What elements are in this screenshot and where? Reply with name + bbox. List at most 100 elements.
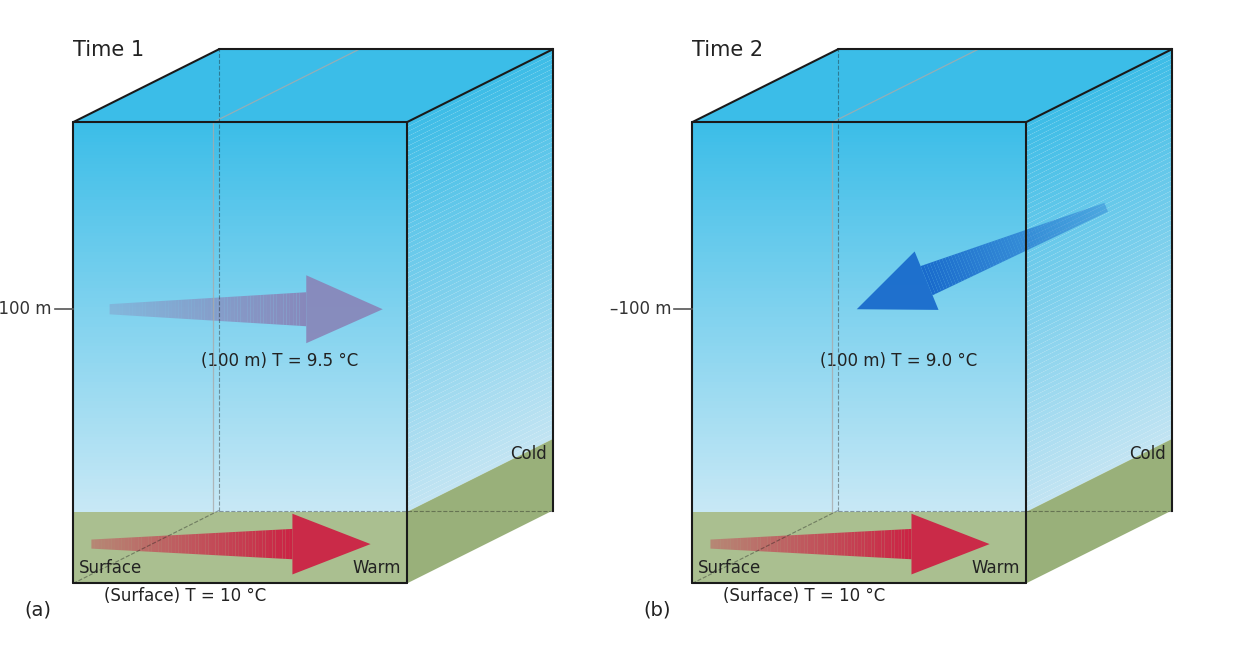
Polygon shape	[692, 350, 1026, 353]
Polygon shape	[407, 259, 553, 336]
Polygon shape	[1026, 49, 1172, 127]
Polygon shape	[874, 531, 878, 558]
Polygon shape	[692, 395, 1026, 398]
Polygon shape	[1033, 226, 1043, 244]
Text: (100 m) T = 9.5 °C: (100 m) T = 9.5 °C	[201, 351, 359, 370]
Polygon shape	[692, 298, 1026, 301]
Polygon shape	[692, 288, 1026, 291]
Polygon shape	[407, 235, 553, 312]
Polygon shape	[407, 317, 553, 395]
Polygon shape	[888, 530, 892, 558]
Polygon shape	[1026, 118, 1172, 195]
Polygon shape	[74, 122, 407, 125]
Polygon shape	[407, 88, 553, 166]
Polygon shape	[407, 181, 553, 259]
Polygon shape	[143, 302, 145, 317]
Polygon shape	[74, 320, 407, 323]
Polygon shape	[407, 410, 553, 487]
Polygon shape	[692, 470, 1026, 473]
Polygon shape	[871, 531, 874, 557]
Polygon shape	[898, 530, 902, 558]
Text: (Surface) T = 10 °C: (Surface) T = 10 °C	[104, 587, 265, 604]
Polygon shape	[1026, 356, 1172, 434]
Polygon shape	[285, 529, 289, 559]
Polygon shape	[692, 473, 1026, 476]
Polygon shape	[74, 443, 407, 447]
Polygon shape	[303, 292, 306, 327]
Polygon shape	[407, 361, 553, 439]
Polygon shape	[957, 252, 971, 279]
Polygon shape	[165, 535, 169, 553]
Polygon shape	[692, 291, 1026, 294]
Polygon shape	[74, 181, 407, 184]
Polygon shape	[777, 536, 781, 553]
Polygon shape	[74, 184, 407, 187]
Polygon shape	[74, 356, 407, 359]
Polygon shape	[1073, 212, 1082, 225]
Polygon shape	[231, 296, 234, 322]
Polygon shape	[74, 197, 407, 200]
Polygon shape	[692, 233, 1026, 236]
Polygon shape	[1026, 103, 1172, 181]
Text: Surface: Surface	[698, 559, 762, 578]
Polygon shape	[95, 539, 98, 549]
Polygon shape	[692, 213, 1026, 216]
Polygon shape	[136, 302, 139, 316]
Polygon shape	[74, 447, 407, 450]
Polygon shape	[1026, 303, 1172, 380]
Polygon shape	[407, 200, 553, 278]
Polygon shape	[74, 489, 407, 493]
Polygon shape	[255, 531, 259, 558]
Polygon shape	[74, 294, 407, 298]
Polygon shape	[714, 539, 717, 549]
Polygon shape	[74, 291, 407, 294]
Polygon shape	[74, 174, 407, 177]
Polygon shape	[774, 536, 777, 552]
Polygon shape	[985, 243, 997, 266]
Polygon shape	[115, 538, 118, 550]
Polygon shape	[407, 366, 553, 443]
Polygon shape	[74, 278, 407, 281]
Polygon shape	[175, 300, 179, 319]
Polygon shape	[74, 219, 407, 223]
Polygon shape	[692, 447, 1026, 450]
Polygon shape	[161, 535, 165, 553]
Polygon shape	[1026, 191, 1172, 268]
Polygon shape	[211, 533, 215, 555]
Polygon shape	[407, 118, 553, 195]
Polygon shape	[1003, 237, 1015, 258]
Polygon shape	[692, 382, 1026, 385]
Polygon shape	[407, 269, 553, 346]
Polygon shape	[250, 296, 254, 323]
Polygon shape	[74, 323, 407, 327]
Polygon shape	[1065, 215, 1073, 230]
Polygon shape	[74, 151, 407, 154]
Polygon shape	[74, 336, 407, 340]
Polygon shape	[169, 300, 171, 318]
Polygon shape	[955, 254, 967, 280]
Polygon shape	[692, 200, 1026, 204]
Polygon shape	[1026, 317, 1172, 395]
Polygon shape	[139, 537, 141, 551]
Polygon shape	[249, 531, 253, 557]
Polygon shape	[407, 405, 553, 483]
Polygon shape	[1077, 212, 1085, 224]
Polygon shape	[74, 261, 407, 265]
Polygon shape	[74, 281, 407, 284]
Polygon shape	[991, 241, 1003, 263]
Polygon shape	[290, 293, 293, 325]
Polygon shape	[1026, 269, 1172, 346]
Polygon shape	[74, 421, 407, 424]
Polygon shape	[407, 263, 553, 342]
Polygon shape	[1026, 83, 1172, 161]
Polygon shape	[692, 132, 1026, 135]
Polygon shape	[74, 265, 407, 268]
Polygon shape	[407, 429, 553, 507]
Polygon shape	[74, 135, 407, 139]
Polygon shape	[692, 278, 1026, 281]
Polygon shape	[1050, 221, 1058, 237]
Polygon shape	[727, 539, 731, 550]
Polygon shape	[407, 420, 553, 497]
Polygon shape	[280, 294, 283, 325]
Polygon shape	[1026, 88, 1172, 166]
